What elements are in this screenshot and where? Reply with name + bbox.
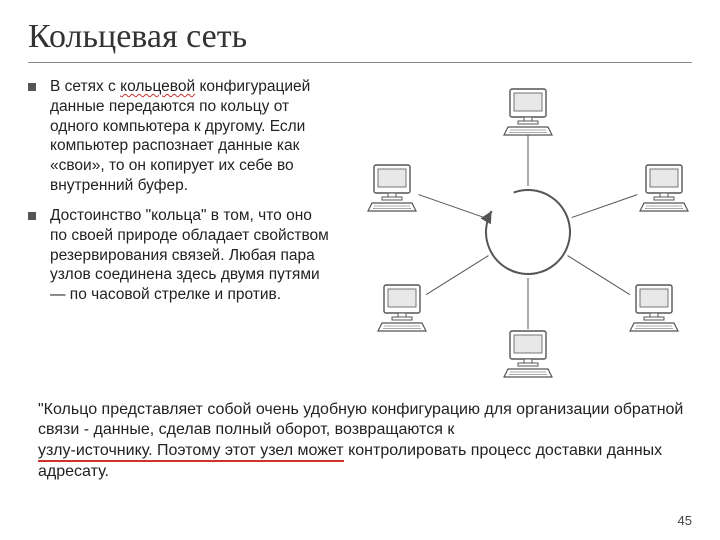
title-underline <box>28 62 692 63</box>
slide-container: Кольцевая сеть В сетях с кольцевой конфи… <box>0 0 720 540</box>
body-area: В сетях с кольцевой конфигурацией данные… <box>28 77 692 305</box>
list-item: В сетях с кольцевой конфигурацией данные… <box>28 77 333 196</box>
bullet-list: В сетях с кольцевой конфигурацией данные… <box>28 77 333 305</box>
bullet-square-icon <box>28 212 36 220</box>
slide-title: Кольцевая сеть <box>28 18 692 56</box>
ring-network-diagram <box>328 77 720 387</box>
diagram-svg <box>328 77 720 387</box>
page-number: 45 <box>678 513 692 528</box>
quote-paragraph: "Кольцо представляет собой очень удобную… <box>38 400 690 482</box>
bullet-text: Достоинство "кольца" в том, что оно по с… <box>50 206 333 305</box>
bullet-square-icon <box>28 83 36 91</box>
bullet-text: В сетях с кольцевой конфигурацией данные… <box>50 77 333 196</box>
list-item: Достоинство "кольца" в том, что оно по с… <box>28 206 333 305</box>
